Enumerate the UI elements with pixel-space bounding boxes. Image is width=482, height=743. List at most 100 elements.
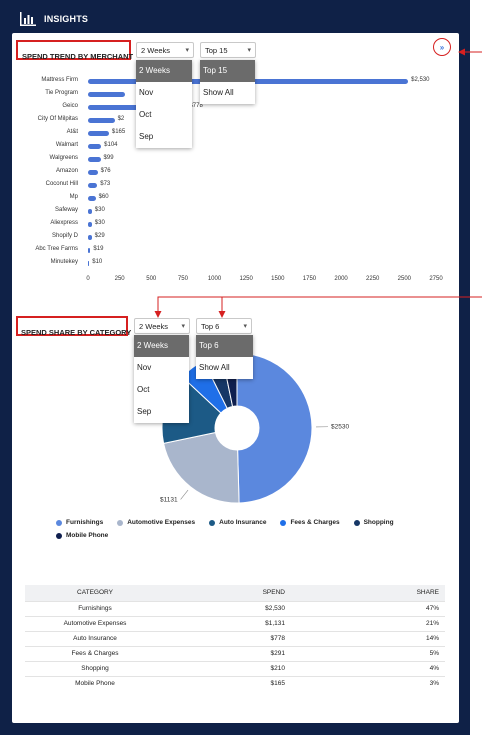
category-top-menu: Top 6 Show All (196, 335, 253, 379)
legend-label: Furnishings (66, 519, 104, 526)
merchant-period-select[interactable]: 2 Weeks ▾ (136, 42, 194, 58)
menu-item-sep[interactable]: Sep (137, 407, 152, 416)
bar-value-label: $29 (94, 233, 105, 239)
chevron-down-icon: ▾ (247, 47, 251, 54)
share-cell: 14% (305, 630, 445, 646)
page-title: INSIGHTS (44, 14, 89, 24)
donut-slice[interactable] (236, 352, 313, 504)
x-tick-label: 2750 (429, 276, 443, 282)
legend-item[interactable]: Auto Insurance (209, 519, 266, 526)
merchant-bar[interactable] (88, 261, 90, 266)
menu-item-sep[interactable]: Sep (139, 132, 154, 141)
category-top-value: Top 6 (201, 321, 220, 331)
legend-item[interactable]: Automotive Expenses (117, 519, 195, 526)
donut-slice[interactable] (163, 431, 240, 504)
x-tick-label: 750 (177, 276, 188, 282)
column-header-spend[interactable]: SPEND (165, 585, 305, 601)
merchant-label: Walmart (55, 142, 78, 148)
category-cell: Auto Insurance (25, 630, 165, 646)
x-tick-label: 500 (146, 276, 157, 282)
legend-item[interactable]: Fees & Charges (280, 519, 340, 526)
legend-swatch (117, 519, 124, 526)
merchant-label: Mattress Firm (41, 77, 78, 83)
merchant-bar[interactable] (88, 170, 98, 175)
merchant-bar[interactable] (88, 157, 101, 162)
chevron-down-icon: ▾ (181, 323, 185, 330)
x-tick-label: 0 (86, 276, 90, 282)
merchant-top-select[interactable]: Top 15 ▾ (200, 42, 256, 58)
menu-item-show-all[interactable]: Show All (203, 88, 234, 97)
table-row: Mobile Phone $165 3% (25, 675, 445, 691)
spend-cell: $291 (165, 645, 305, 661)
double-chevron-right-icon[interactable]: » (433, 38, 451, 56)
merchant-bar[interactable] (88, 222, 92, 227)
share-cell: 21% (305, 615, 445, 631)
legend-swatch (56, 519, 62, 526)
merchant-bar[interactable] (88, 248, 91, 253)
merchant-title-box: SPEND TREND BY MERCHANT (16, 40, 133, 61)
table-row: Auto Insurance $778 14% (25, 630, 445, 646)
spend-cell: $165 (165, 675, 305, 691)
annotation-arrow-line (157, 296, 482, 312)
column-header-category[interactable]: CATEGORY (25, 585, 165, 601)
table-row: Automotive Expenses $1,131 21% (25, 615, 445, 631)
spend-cell: $1,131 (165, 615, 305, 631)
category-period-select[interactable]: 2 Weeks ▾ (134, 318, 190, 334)
x-tick-label: 2500 (397, 276, 412, 282)
menu-item-show-all[interactable]: Show All (199, 363, 230, 372)
merchant-bar[interactable] (88, 131, 109, 136)
legend-item[interactable]: Furnishings (56, 519, 103, 526)
bar-value-label: $73 (100, 181, 111, 187)
menu-item-nov[interactable]: Nov (137, 363, 152, 372)
legend-swatch (353, 519, 360, 526)
menu-item-oct[interactable]: Oct (137, 385, 150, 394)
chevron-down-icon: ▾ (243, 323, 247, 330)
merchant-label: Minutekey (50, 259, 78, 265)
bar-value-label: $2 (117, 116, 125, 122)
menu-item-2-weeks[interactable]: 2 Weeks (134, 335, 189, 357)
merchant-bar[interactable] (88, 144, 102, 149)
x-tick-label: 1250 (239, 276, 253, 282)
merchant-label: Abc Tree Farms (35, 246, 78, 252)
merchant-label: Safeway (54, 207, 78, 213)
annotation-arrowhead (218, 311, 226, 318)
merchant-bar[interactable] (88, 196, 96, 201)
share-cell: 3% (305, 675, 445, 691)
category-table: CATEGORY SPEND SHARE Furnishings $2,530 47… (25, 585, 445, 691)
column-header-share[interactable]: SHARE (305, 585, 445, 601)
app-frame: INSIGHTS SPEND TREND BY MERCHANT 2 Weeks… (0, 0, 470, 735)
category-top-select[interactable]: Top 6 ▾ (196, 318, 252, 334)
menu-item-oct[interactable]: Oct (139, 110, 152, 119)
merchant-top-value: Top 15 (205, 45, 228, 55)
category-section-title: SPEND SHARE BY CATEGORY (21, 328, 132, 337)
bar-value-label: $10 (92, 259, 103, 265)
share-cell: 47% (305, 600, 445, 616)
legend-item[interactable]: Mobile Phone (56, 532, 108, 539)
x-tick-label: 2250 (366, 276, 380, 282)
merchant-label: Coconut Hill (45, 181, 78, 187)
merchant-bar[interactable] (88, 209, 92, 214)
table-row: Shopping $210 4% (25, 660, 445, 676)
menu-item-top-15[interactable]: Top 15 (200, 60, 255, 82)
spend-cell: $778 (165, 630, 305, 646)
legend-item[interactable]: Shopping (353, 519, 394, 526)
table-row: Fees & Charges $291 5% (25, 645, 445, 661)
menu-item-nov[interactable]: Nov (139, 88, 154, 97)
merchant-label: Amazon (55, 168, 78, 174)
slice-value-label: $1131 (160, 496, 178, 503)
menu-item-2-weeks[interactable]: 2 Weeks (136, 60, 192, 82)
category-legend: Furnishings Automotive Expenses Auto Ins… (56, 519, 446, 539)
merchant-label: Shopify D (51, 233, 78, 239)
merchant-bar[interactable] (88, 183, 98, 188)
merchant-label: Tie Program (45, 90, 78, 96)
merchant-label: At&t (66, 129, 78, 135)
merchant-bar[interactable] (88, 118, 115, 123)
bar-value-label: $76 (100, 168, 111, 174)
category-title-box: SPEND SHARE BY CATEGORY (16, 316, 132, 337)
menu-item-top-6[interactable]: Top 6 (196, 335, 253, 357)
merchant-bar[interactable] (88, 92, 125, 97)
merchant-bar[interactable] (88, 235, 92, 240)
bar-value-label: $60 (98, 194, 109, 200)
legend-label: Shopping (363, 519, 394, 526)
bar-value-label: $30 (94, 220, 105, 226)
